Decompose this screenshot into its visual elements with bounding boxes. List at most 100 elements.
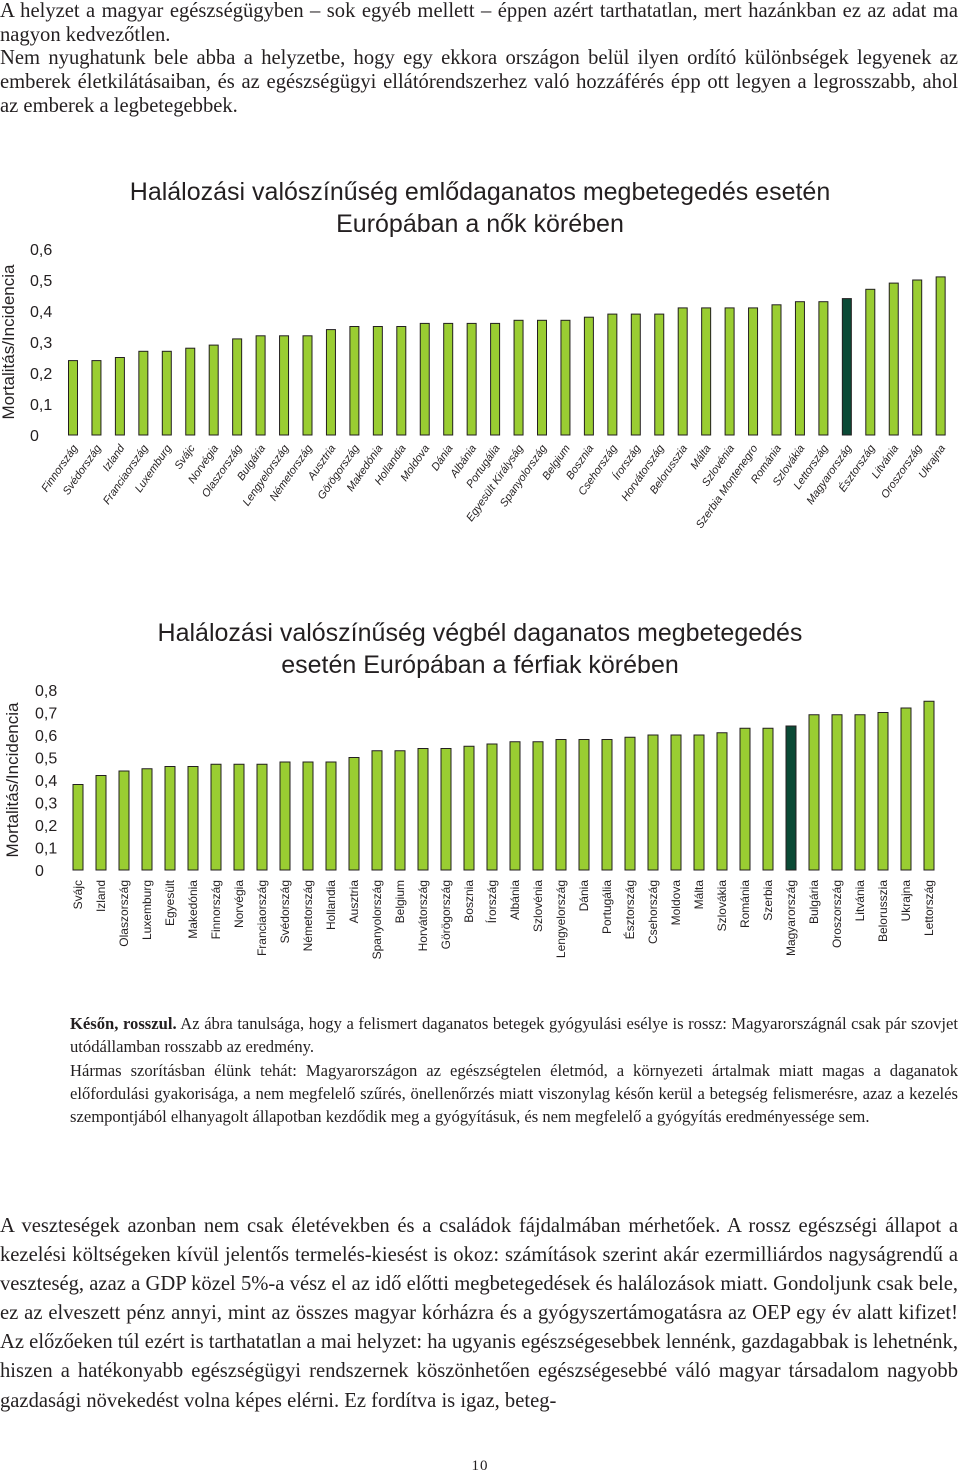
- bar-bosznia: [583, 316, 594, 436]
- chart-title-line: Halálozási valószínűség végbél daganatos…: [158, 619, 803, 647]
- bar-spanyolorszag: [371, 750, 383, 871]
- bar-norvegia: [208, 344, 219, 436]
- category-label-szerbia: Szerbia: [761, 880, 775, 921]
- bar-albania: [466, 322, 477, 436]
- bar-portugalia: [601, 739, 613, 871]
- category-label-luxemburg: Luxemburg: [140, 880, 154, 940]
- bar-norvegia: [233, 763, 245, 871]
- bar-olaszorszag: [232, 338, 243, 436]
- bar-egyesult: [164, 766, 176, 871]
- category-label-esztorszag: Észtország: [622, 880, 637, 939]
- bar-svajc: [185, 347, 196, 436]
- category-label-izland: Izland: [94, 880, 108, 912]
- y-tick-label: 0,5: [30, 273, 52, 290]
- bar-esztorszag: [624, 736, 636, 871]
- bar-moldova: [419, 322, 430, 436]
- y-tick-label: 0,3: [30, 335, 52, 352]
- bar-franciaorszag: [256, 763, 268, 871]
- category-label-egyesult: Egyesült: [163, 879, 177, 926]
- category-label-moldova: Moldova: [669, 880, 683, 926]
- y-tick-label: 0,3: [35, 795, 57, 812]
- bar-irorszag: [630, 313, 641, 436]
- category-label-dania: Dánia: [577, 880, 591, 912]
- bar-belorusszia: [877, 712, 889, 871]
- caption-paragraph-1: Későn, rosszul. Az ábra tanulsága, hogy …: [70, 1012, 958, 1059]
- bar-magyarorszag: [785, 725, 797, 871]
- bar-litvania: [888, 282, 899, 436]
- category-label-litvania: Litvánia: [853, 880, 867, 922]
- bar-hollandia: [325, 761, 337, 871]
- category-label-bosznia: Bosznia: [462, 880, 476, 923]
- rectal-cancer-chart-svg: Halálozási valószínűség végbél daganatos…: [3, 619, 936, 959]
- bar-esztorszag: [865, 288, 876, 436]
- category-label-makedonia: Makedónia: [186, 880, 200, 939]
- bar-magyarorszag: [841, 298, 852, 436]
- bar-hollandia: [396, 326, 407, 436]
- y-axis-label: Mortalitás/Incidencia: [0, 264, 18, 420]
- rectal-cancer-chart: Halálozási valószínűség végbél daganatos…: [0, 608, 960, 1000]
- y-tick-label: 0: [30, 428, 39, 445]
- bar-gorogorszag: [349, 326, 360, 436]
- bar-portugalia: [490, 322, 501, 436]
- category-label-ukrajna: Ukrajna: [899, 880, 913, 922]
- bar-szerbia-montenegro: [748, 307, 759, 436]
- category-label-bulgaria: Bulgária: [807, 880, 821, 924]
- bar-nemetorszag: [302, 335, 313, 436]
- bar-albania: [509, 741, 521, 871]
- y-tick-label: 0,1: [35, 840, 57, 857]
- bar-spanyolorszag: [537, 319, 547, 436]
- bar-romania: [771, 304, 782, 436]
- bar-moldova: [670, 734, 682, 871]
- bar-izland: [114, 357, 125, 436]
- bar-franciaorszag: [138, 350, 149, 436]
- category-label-olaszorszag: Olaszország: [117, 880, 131, 947]
- y-tick-label: 0,2: [35, 818, 57, 835]
- bar-litvania: [854, 714, 866, 871]
- body-paragraph: A veszteségek azonban nem csak életévekb…: [0, 1215, 958, 1412]
- figure-caption: Későn, rosszul. Az ábra tanulsága, hogy …: [70, 1012, 958, 1128]
- category-label-spanyolorszag: Spanyolország: [370, 880, 384, 959]
- bar-olaszorszag: [118, 770, 130, 871]
- bar-luxemburg: [161, 350, 172, 436]
- category-label-szlovakia: Szlovákia: [715, 880, 729, 932]
- category-label-finnorszag: Finnország: [209, 880, 223, 939]
- category-label-belorusszia: Belorusszia: [876, 880, 890, 942]
- y-tick-label: 0,4: [30, 304, 52, 321]
- bar-izland: [95, 775, 107, 871]
- bar-nemetorszag: [302, 761, 314, 871]
- category-label-svedorszag: Svédország: [278, 880, 292, 943]
- y-tick-label: 0,4: [35, 773, 57, 790]
- bar-finnorszag: [68, 360, 78, 436]
- category-label-magyarorszag: Magyarország: [784, 880, 798, 956]
- caption-paragraph-2: Hármas szorításban élünk tehát: Magyaror…: [70, 1060, 958, 1127]
- category-label-ausztria: Ausztria: [347, 880, 361, 924]
- bar-dania: [578, 739, 590, 871]
- chart-title-line: Európában a nők körében: [336, 210, 624, 238]
- category-label-hollandia: Hollandia: [324, 880, 338, 930]
- bar-makedonia: [187, 766, 199, 871]
- caption-text-1: Az ábra tanulsága, hogy a felismert daga…: [70, 1014, 958, 1057]
- category-label-malta: Málta: [692, 880, 706, 910]
- bar-gorogorszag: [440, 748, 452, 871]
- category-label-nemetorszag: Németország: [301, 880, 315, 951]
- y-tick-label: 0,6: [30, 242, 52, 259]
- bar-szlovakia: [794, 301, 805, 436]
- category-label-romania: Románia: [738, 880, 752, 928]
- bar-finnorszag: [210, 763, 222, 871]
- bar-ukrajna: [935, 276, 946, 436]
- bar-belgium: [560, 319, 571, 436]
- y-tick-label: 0,1: [30, 397, 52, 414]
- category-label-gorogorszag: Görögország: [439, 880, 453, 949]
- category-label-csehorszag: Csehország: [646, 880, 660, 944]
- bar-irorszag: [486, 743, 498, 871]
- bar-szlovenia: [724, 307, 735, 436]
- chart-title-line: esetén Európában a férfiak körében: [281, 651, 679, 679]
- bar-svedorszag: [91, 360, 102, 436]
- breast-cancer-chart-svg: Halálozási valószínűség emlődaganatos me…: [0, 178, 948, 531]
- bar-szlovenia: [532, 741, 544, 871]
- page-number: 10: [471, 1458, 489, 1474]
- intro-paragraph-1: A helyzet a magyar egészségügyben – sok …: [0, 0, 958, 46]
- bar-malta: [693, 734, 705, 871]
- bar-makedonia: [372, 326, 383, 436]
- bar-bulgaria: [808, 714, 820, 871]
